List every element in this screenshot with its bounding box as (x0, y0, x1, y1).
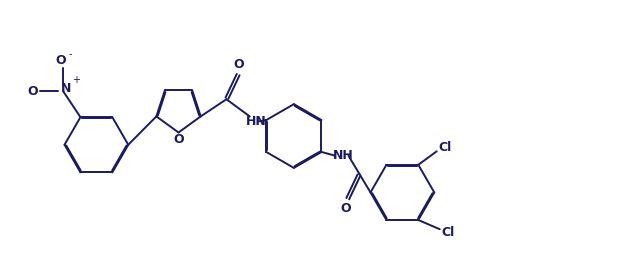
Text: Cl: Cl (438, 141, 452, 154)
Text: O: O (234, 58, 244, 71)
Text: Cl: Cl (441, 226, 455, 239)
Text: HN: HN (246, 115, 266, 128)
Text: N: N (61, 82, 72, 95)
Text: O: O (55, 54, 66, 67)
Text: +: + (72, 75, 80, 85)
Text: O: O (173, 133, 184, 146)
Text: -: - (68, 49, 72, 59)
Text: O: O (28, 85, 38, 98)
Text: O: O (340, 202, 351, 215)
Text: NH: NH (333, 149, 354, 162)
